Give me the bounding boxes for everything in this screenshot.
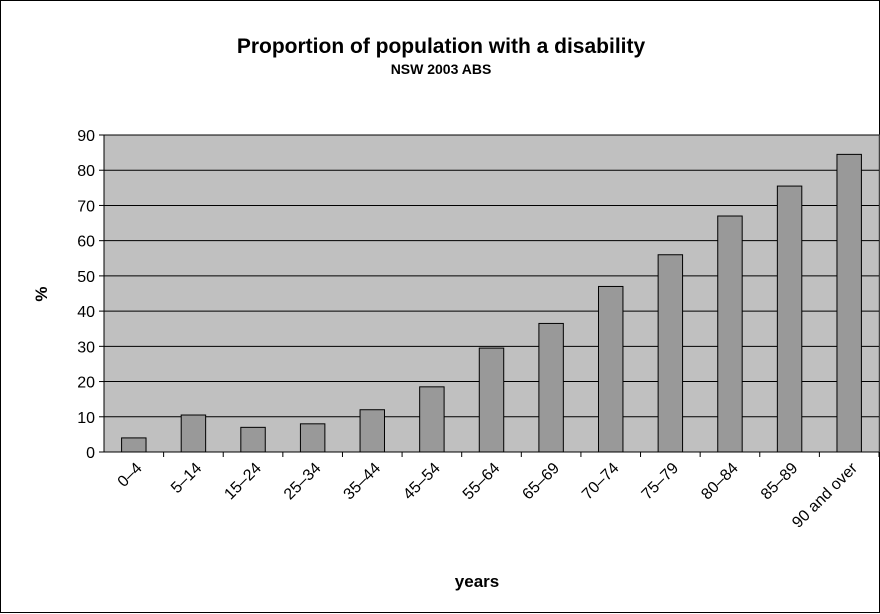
y-tick-label: 90 — [77, 128, 95, 145]
y-tick-label: 20 — [77, 375, 95, 392]
bar — [776, 185, 803, 453]
bar — [478, 347, 505, 453]
bar — [180, 414, 207, 453]
y-tick-label: 40 — [77, 304, 95, 321]
y-tick-label: 50 — [77, 269, 95, 286]
x-tick-label: 75–79 — [639, 460, 683, 504]
y-tick-label: 0 — [86, 445, 95, 462]
x-tick-label: 25–34 — [281, 460, 325, 504]
bar — [419, 386, 445, 453]
y-tick-label: 70 — [77, 198, 95, 215]
bar — [836, 153, 862, 453]
x-tick-label: 65–69 — [519, 460, 563, 504]
x-tick-label: 80–84 — [698, 460, 742, 504]
y-tick-label: 80 — [77, 163, 95, 180]
bar — [717, 215, 743, 453]
x-tick-label: 15–24 — [221, 460, 265, 504]
x-tick-label: 5–14 — [168, 460, 205, 497]
chart-title: Proportion of population with a disabili… — [237, 35, 646, 58]
x-tick-label: 45–54 — [400, 460, 444, 504]
x-tick-label: 85–89 — [758, 460, 802, 504]
chart-subtitle: NSW 2003 ABS — [391, 61, 492, 77]
y-tick-label: 60 — [77, 234, 95, 251]
bar — [657, 254, 684, 453]
x-tick-label: 70–74 — [579, 460, 623, 504]
bar — [598, 285, 624, 453]
x-axis-label: years — [455, 572, 499, 591]
y-axis-label: % — [32, 286, 51, 301]
y-tick-label: 10 — [77, 410, 95, 427]
x-tick-label: 35–44 — [341, 460, 385, 504]
x-tick-label: 90 and over — [789, 459, 861, 531]
bar — [299, 423, 326, 453]
plot-area: 0 10 20 30 40 50 60 70 80 90 0–4 5–14 15–24 25–34 35–4… — [77, 128, 880, 532]
x-tick-label: 55–64 — [460, 460, 504, 504]
bar — [121, 437, 147, 453]
bar — [538, 322, 564, 453]
x-tick-label: 0–4 — [115, 460, 146, 491]
y-tick-label: 30 — [77, 339, 95, 356]
bar — [359, 409, 385, 453]
bar — [240, 426, 266, 453]
